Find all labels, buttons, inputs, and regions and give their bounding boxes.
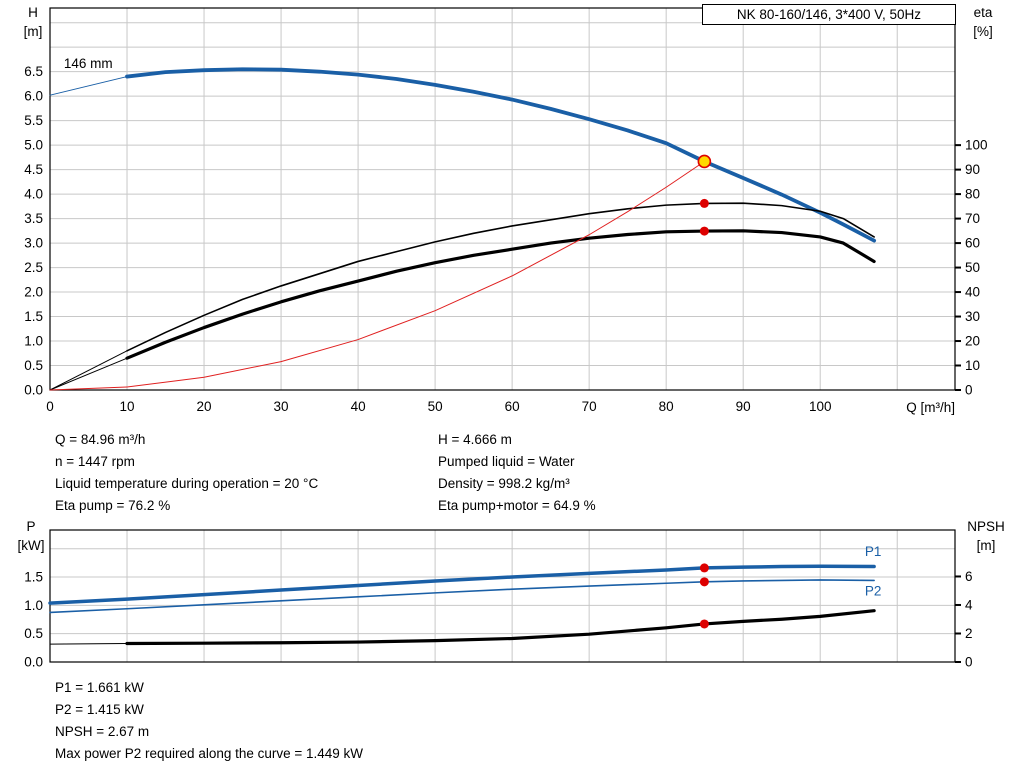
info-line-max-power: Max power P2 required along the curve = … bbox=[55, 746, 364, 761]
h-axis-label: H [m] bbox=[13, 3, 53, 41]
x-tick-label: 20 bbox=[197, 399, 212, 414]
left-tick-label: 0.0 bbox=[24, 655, 43, 670]
duty-point-eta-pump-motor bbox=[699, 226, 709, 236]
right-tick-label: 90 bbox=[965, 162, 980, 177]
duty-point-qh bbox=[697, 154, 712, 169]
left-tick-label: 0.5 bbox=[24, 358, 43, 373]
x-tick-label: 80 bbox=[659, 399, 674, 414]
h-curve-146mm bbox=[125, 67, 877, 243]
npsh-axis-label: NPSH [m] bbox=[960, 517, 1012, 555]
duty-point-npsh bbox=[699, 619, 709, 629]
eta-pump-motor-lead bbox=[49, 357, 128, 391]
npsh-lead bbox=[49, 642, 128, 645]
info-line-p2: P2 = 1.415 kW bbox=[55, 702, 144, 717]
q-axis-label: Q [m³/h] bbox=[906, 400, 955, 415]
eta-pump-lead bbox=[49, 350, 128, 391]
duty-point-p1 bbox=[699, 563, 709, 573]
info-line-p1: P1 = 1.661 kW bbox=[55, 680, 144, 695]
pump-type-title-box: NK 80-160/146, 3*400 V, 50Hz bbox=[702, 4, 956, 25]
x-tick-label: 70 bbox=[582, 399, 597, 414]
right-tick-label: 20 bbox=[965, 334, 980, 349]
info-line-eta-pump: Eta pump = 76.2 % bbox=[55, 498, 171, 513]
qh-duty-parabola bbox=[49, 160, 705, 391]
power-info: P1 = 1.661 kW P2 = 1.415 kW NPSH = 2.67 … bbox=[55, 677, 363, 765]
info-line-n: n = 1447 rpm bbox=[55, 454, 135, 469]
right-tick-label: 40 bbox=[965, 285, 980, 300]
right-tick-label: 0 bbox=[965, 655, 973, 670]
p-axis-label: P [kW] bbox=[11, 517, 51, 555]
impeller-diameter-label: 146 mm bbox=[64, 56, 113, 71]
right-tick-label: 10 bbox=[965, 358, 980, 373]
eta-axis-label-line2: [%] bbox=[973, 24, 993, 39]
right-tick-label: 100 bbox=[965, 138, 988, 153]
npsh-curve bbox=[125, 609, 876, 646]
plot-border bbox=[49, 529, 956, 663]
plot-border bbox=[49, 7, 956, 391]
x-tick-label: 0 bbox=[46, 399, 54, 414]
eta-axis-label: eta [%] bbox=[962, 3, 1004, 41]
p2-curve bbox=[49, 579, 875, 614]
info-line-density: Density = 998.2 kg/m³ bbox=[438, 476, 570, 491]
info-line-npsh: NPSH = 2.67 m bbox=[55, 724, 150, 739]
h-curve-lead bbox=[49, 76, 128, 96]
right-tick-label: 4 bbox=[965, 597, 973, 612]
eta-pump-motor-curve bbox=[125, 229, 876, 360]
info-line-liquid-temp: Liquid temperature during operation = 20… bbox=[55, 476, 319, 491]
left-tick-label: 1.5 bbox=[24, 570, 43, 585]
duty-info-right: H = 4.666 m Pumped liquid = Water Densit… bbox=[438, 429, 596, 517]
right-tick-label: 0 bbox=[965, 383, 973, 398]
right-tick-label: 6 bbox=[965, 569, 973, 584]
p2-curve-label: P2 bbox=[865, 584, 882, 599]
left-tick-label: 6.0 bbox=[24, 89, 43, 104]
info-line-q: Q = 84.96 m³/h bbox=[55, 432, 146, 447]
x-tick-label: 40 bbox=[351, 399, 366, 414]
left-tick-label: 0.5 bbox=[24, 626, 43, 641]
left-tick-label: 0.0 bbox=[24, 383, 43, 398]
left-tick-label: 5.5 bbox=[24, 113, 43, 128]
right-tick-label: 70 bbox=[965, 211, 980, 226]
duty-point-eta-pump bbox=[699, 198, 709, 208]
p-axis-label-line2: [kW] bbox=[17, 538, 45, 553]
x-tick-label: 10 bbox=[120, 399, 135, 414]
h-axis-label-line2: [m] bbox=[23, 24, 43, 39]
npsh-axis-label-line1: NPSH bbox=[967, 519, 1005, 534]
duty-info-left: Q = 84.96 m³/h n = 1447 rpm Liquid tempe… bbox=[55, 429, 318, 517]
left-tick-label: 2.0 bbox=[24, 285, 43, 300]
eta-pump-curve bbox=[126, 202, 875, 352]
npsh-axis-label-line2: [m] bbox=[976, 538, 996, 553]
x-tick-label: 100 bbox=[809, 399, 832, 414]
left-tick-label: 3.5 bbox=[24, 211, 43, 226]
p1-curve bbox=[48, 564, 876, 605]
left-tick-label: 4.5 bbox=[24, 162, 43, 177]
right-tick-label: 50 bbox=[965, 260, 980, 275]
right-tick-label: 2 bbox=[965, 626, 973, 641]
h-axis-label-line1: H bbox=[28, 5, 38, 20]
info-line-h: H = 4.666 m bbox=[438, 432, 512, 447]
right-tick-label: 80 bbox=[965, 187, 980, 202]
x-tick-label: 60 bbox=[505, 399, 520, 414]
left-tick-label: 3.0 bbox=[24, 236, 43, 251]
p1-curve-label: P1 bbox=[865, 544, 882, 559]
left-tick-label: 4.0 bbox=[24, 187, 43, 202]
x-tick-label: 30 bbox=[274, 399, 289, 414]
left-tick-label: 1.0 bbox=[24, 598, 43, 613]
info-line-eta-pump-motor: Eta pump+motor = 64.9 % bbox=[438, 498, 596, 513]
left-tick-label: 1.0 bbox=[24, 334, 43, 349]
p-axis-label-line1: P bbox=[26, 519, 36, 534]
x-tick-label: 90 bbox=[736, 399, 751, 414]
left-tick-label: 2.5 bbox=[24, 260, 43, 275]
duty-point-p2 bbox=[699, 577, 709, 587]
x-tick-label: 50 bbox=[428, 399, 443, 414]
info-line-pumped-liquid: Pumped liquid = Water bbox=[438, 454, 575, 469]
right-tick-label: 60 bbox=[965, 236, 980, 251]
eta-axis-label-line1: eta bbox=[973, 5, 993, 20]
left-tick-label: 5.0 bbox=[24, 138, 43, 153]
left-tick-label: 6.5 bbox=[24, 64, 43, 79]
left-tick-label: 1.5 bbox=[24, 309, 43, 324]
right-tick-label: 30 bbox=[965, 309, 980, 324]
